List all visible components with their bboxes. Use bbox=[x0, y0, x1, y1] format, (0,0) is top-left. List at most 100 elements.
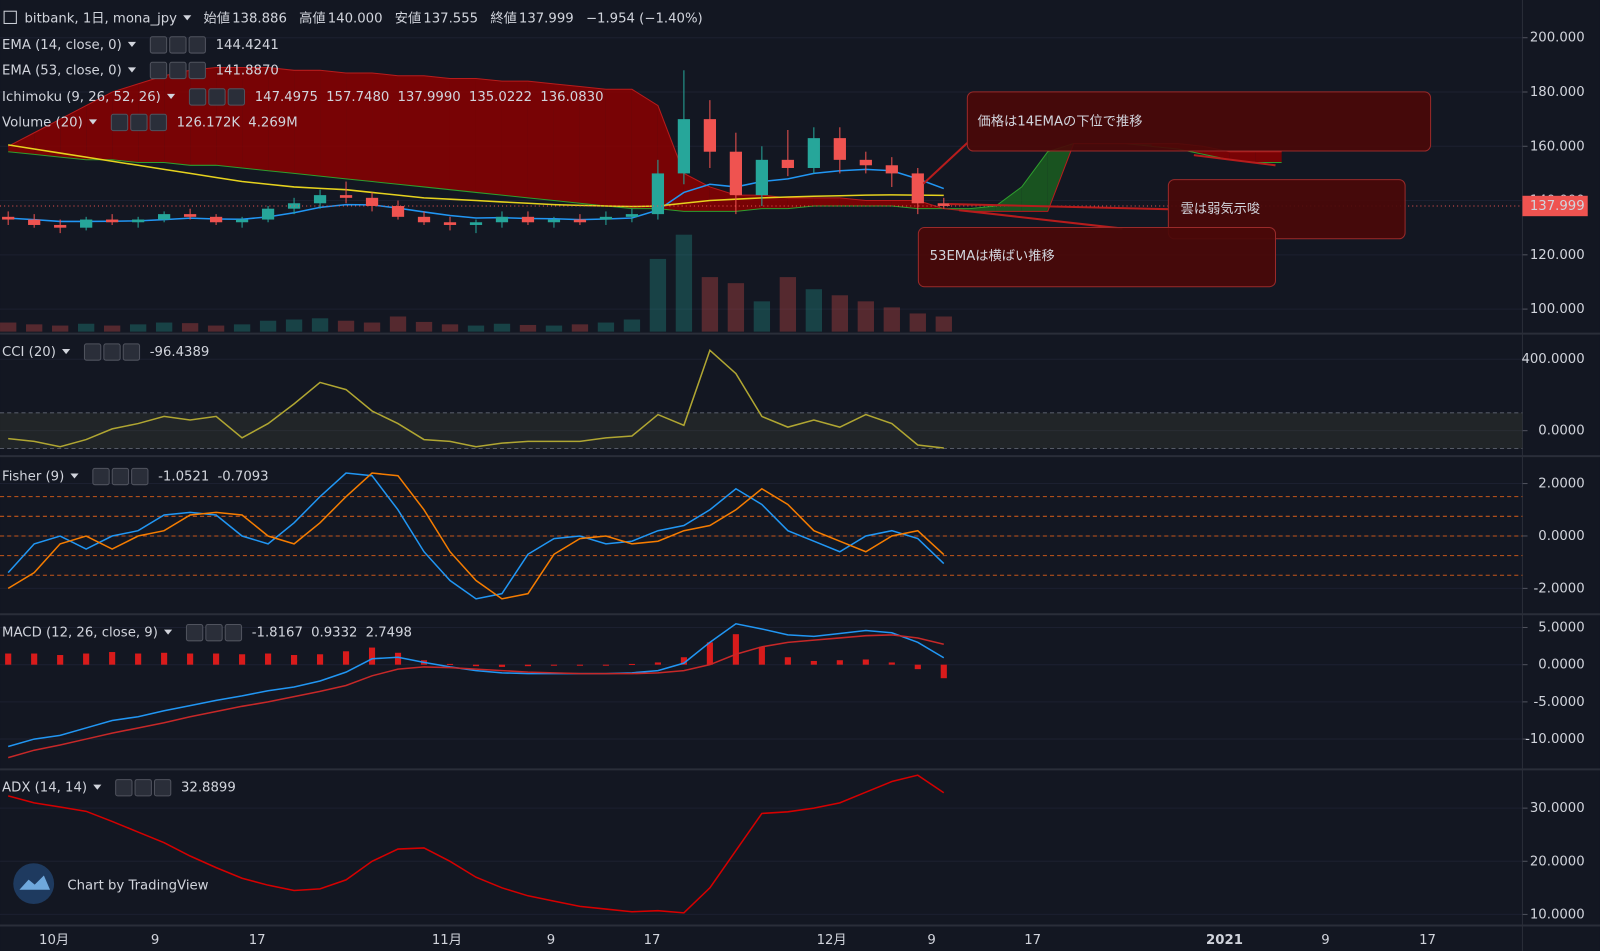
volume-bar bbox=[753, 301, 771, 332]
histogram-bar bbox=[810, 660, 817, 665]
legend-icon[interactable] bbox=[188, 88, 207, 106]
level-band bbox=[0, 412, 1523, 449]
x-tick-label: 17 bbox=[1024, 933, 1041, 948]
legend-icon[interactable] bbox=[149, 113, 167, 132]
x-tick-label: 17 bbox=[1419, 933, 1436, 948]
legend-icon[interactable] bbox=[83, 343, 102, 361]
header-icon[interactable] bbox=[3, 10, 17, 24]
candle-body bbox=[625, 214, 639, 217]
y-tick-label: -5.0000 bbox=[1534, 695, 1585, 710]
legend-icon[interactable] bbox=[169, 61, 187, 80]
cloud bbox=[657, 105, 684, 212]
candle-body bbox=[443, 222, 457, 225]
dropdown-caret[interactable] bbox=[127, 67, 137, 73]
legend-icon[interactable] bbox=[131, 467, 149, 486]
quote-value: 140.000 bbox=[328, 11, 383, 26]
dropdown-caret[interactable] bbox=[166, 93, 176, 99]
volume-bar bbox=[0, 322, 17, 332]
legend-icon[interactable] bbox=[205, 623, 223, 642]
last-price-tag bbox=[1522, 195, 1588, 217]
legend-icon[interactable] bbox=[111, 467, 130, 486]
dropdown-caret[interactable] bbox=[62, 348, 71, 355]
cloud bbox=[787, 197, 814, 209]
legend-icon[interactable] bbox=[224, 623, 243, 642]
candle-body bbox=[2, 216, 15, 220]
legend-icon[interactable] bbox=[153, 779, 172, 797]
volume-bar bbox=[129, 324, 147, 332]
candle-body bbox=[209, 216, 223, 223]
annotation-text: 53EMAは横ばい推移 bbox=[930, 248, 1055, 264]
legend-value: -96.4389 bbox=[150, 345, 210, 360]
volume-bar bbox=[493, 323, 511, 332]
dropdown-caret[interactable] bbox=[164, 629, 173, 635]
legend-icon[interactable] bbox=[122, 343, 141, 361]
legend-icon[interactable] bbox=[188, 61, 206, 80]
y-tick-label: 5.0000 bbox=[1538, 620, 1584, 635]
histogram-bar bbox=[5, 653, 12, 665]
quote-label: 安値 bbox=[395, 10, 422, 26]
y-tick-label: 180.000 bbox=[1530, 85, 1585, 100]
histogram-bar bbox=[758, 646, 765, 665]
dropdown-caret[interactable] bbox=[70, 473, 79, 479]
legend-icon[interactable] bbox=[134, 779, 152, 797]
volume-bar bbox=[415, 321, 433, 332]
y-tick-label: 0.0000 bbox=[1538, 529, 1584, 544]
histogram-bar bbox=[239, 654, 246, 665]
legend-icon[interactable] bbox=[130, 113, 148, 132]
cloud bbox=[8, 132, 35, 155]
indicator-line bbox=[7, 472, 945, 600]
candle-body bbox=[547, 219, 561, 223]
x-tick-label: 2021 bbox=[1206, 933, 1243, 948]
legend-icon[interactable] bbox=[115, 779, 133, 797]
x-tick-label: 9 bbox=[927, 933, 935, 948]
candle-body bbox=[469, 222, 483, 225]
cloud bbox=[346, 73, 373, 182]
cloud bbox=[839, 197, 866, 206]
histogram-bar bbox=[862, 659, 869, 665]
legend-icon[interactable] bbox=[227, 88, 246, 106]
histogram-bar bbox=[706, 642, 713, 665]
histogram-bar bbox=[265, 653, 272, 665]
legend-icon[interactable] bbox=[92, 467, 110, 486]
dropdown-caret[interactable] bbox=[127, 41, 137, 47]
legend-icon[interactable] bbox=[169, 36, 187, 54]
quote-label: 終値 bbox=[490, 10, 517, 26]
candle-body bbox=[157, 214, 171, 220]
cloud bbox=[969, 205, 996, 212]
cloud bbox=[579, 86, 606, 206]
legend-icon[interactable] bbox=[208, 88, 226, 106]
histogram-bar bbox=[83, 653, 90, 665]
histogram-bar bbox=[135, 653, 142, 665]
legend-icon[interactable] bbox=[110, 113, 129, 132]
legend-icon[interactable] bbox=[185, 623, 204, 642]
volume-bar bbox=[233, 324, 251, 332]
quote-value: 137.999 bbox=[519, 11, 574, 26]
legend-icon[interactable] bbox=[149, 61, 168, 80]
legend-icon[interactable] bbox=[103, 343, 121, 361]
dropdown-caret[interactable] bbox=[93, 784, 102, 790]
cloud bbox=[553, 83, 580, 204]
cloud bbox=[86, 91, 113, 160]
volume-bar bbox=[545, 325, 563, 332]
legend-value: 144.4241 bbox=[216, 38, 279, 53]
candle-body bbox=[417, 216, 431, 223]
histogram-bar bbox=[291, 655, 298, 665]
y-tick-label: 20.0000 bbox=[1530, 854, 1585, 869]
y-tick-label: 120.000 bbox=[1530, 248, 1585, 263]
legend-icon[interactable] bbox=[149, 36, 168, 54]
dropdown-caret[interactable] bbox=[88, 119, 98, 125]
dropdown-caret[interactable] bbox=[183, 15, 192, 21]
legend-name: CCI (20) bbox=[2, 345, 56, 360]
candle-body bbox=[703, 119, 717, 152]
volume-bar bbox=[831, 295, 848, 332]
candle-body bbox=[859, 159, 872, 166]
cloud bbox=[449, 78, 476, 193]
candle-body bbox=[183, 214, 197, 217]
histogram-bar bbox=[31, 653, 38, 665]
indicator-line bbox=[7, 634, 944, 759]
histogram-bar bbox=[472, 664, 480, 667]
cloud bbox=[60, 105, 87, 160]
y-tick-label: 30.0000 bbox=[1530, 801, 1585, 816]
legend-icon[interactable] bbox=[188, 36, 206, 54]
